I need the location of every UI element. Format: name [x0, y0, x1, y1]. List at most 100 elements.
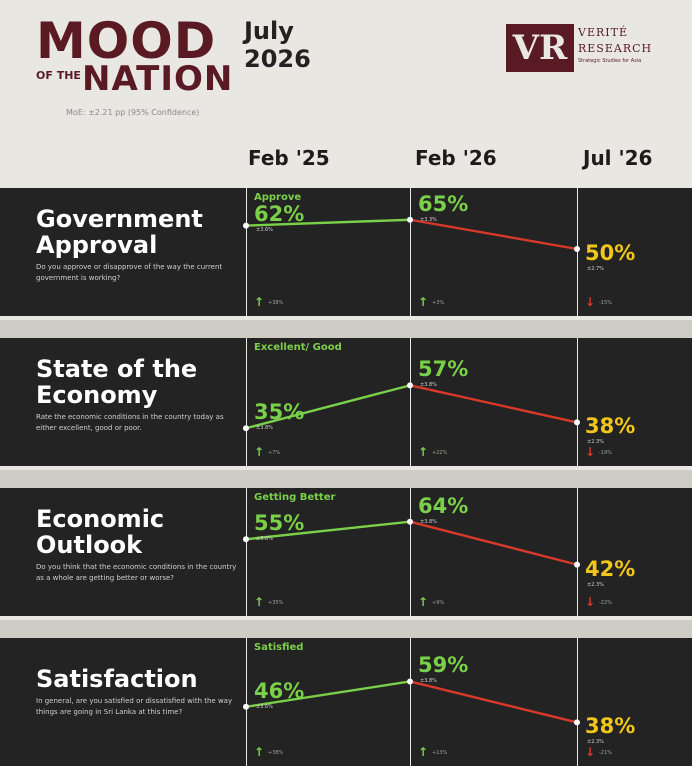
value-label: 65%	[418, 191, 469, 216]
column-divider	[246, 188, 247, 316]
arrow-up-icon: ↑	[418, 445, 429, 459]
panel-title-line: Economic	[36, 505, 165, 533]
trend-segment-falling	[409, 384, 578, 424]
panel-title: Economic Outlook	[36, 506, 164, 558]
column-divider	[410, 638, 411, 766]
year-label: 2026	[244, 45, 311, 73]
change-label: -19%	[599, 450, 612, 456]
change-label: +9%	[432, 600, 445, 606]
panel-title-line: Economy	[36, 381, 158, 409]
data-point	[243, 222, 249, 229]
data-point	[574, 561, 580, 568]
arrow-up-icon: ↑	[418, 595, 429, 609]
header: MOOD OF THE NATION July 2026 MoE: ±2.21 …	[0, 0, 692, 186]
trend-lines	[243, 678, 580, 726]
value-label: 35%	[254, 400, 305, 425]
panel-separator	[0, 620, 692, 638]
panel-1: Government Approval Do you approve or disa…	[0, 188, 692, 316]
value-moe: ±3.8%	[256, 425, 273, 432]
trend-segment-rising	[245, 218, 411, 227]
measure-label: Getting Better	[254, 492, 336, 503]
trend-segment-falling	[409, 520, 578, 566]
value-label: 38%	[585, 414, 636, 439]
title-of-the: OF THE	[36, 69, 81, 82]
data-point	[243, 425, 249, 432]
trend-lines	[243, 518, 580, 568]
data-point	[407, 518, 413, 525]
column-divider	[577, 638, 578, 766]
data-point	[243, 703, 249, 710]
change-label: +35%	[268, 600, 284, 606]
panel-question: Do you approve or disapprove of the way …	[36, 263, 223, 282]
panel-question: Do you think that the economic condition…	[36, 563, 237, 582]
column-divider	[410, 338, 411, 466]
column-divider	[577, 188, 578, 316]
arrow-up-icon: ↑	[254, 445, 265, 459]
arrow-up-icon: ↑	[418, 745, 429, 759]
data-point	[407, 382, 413, 389]
column-header-feb26: Feb '26	[415, 146, 497, 170]
column-header-jul26: Jul '26	[583, 146, 653, 170]
change-label: +38%	[268, 750, 284, 756]
value-moe: ±3.8%	[420, 382, 437, 389]
trend-segment-rising	[245, 520, 411, 541]
value-label: 55%	[254, 511, 305, 536]
value-label: 42%	[585, 556, 636, 581]
panel-question: In general, are you satisfied or dissati…	[36, 697, 233, 716]
value-moe: ±3.6%	[256, 703, 273, 710]
trend-segment-falling	[409, 218, 578, 251]
value-moe: ±2.3%	[587, 439, 604, 446]
value-moe: ±3.6%	[256, 536, 273, 543]
value-label: 46%	[254, 678, 305, 703]
change-label: -21%	[599, 750, 612, 756]
trend-segment-falling	[409, 680, 578, 724]
panel-title-line: Government	[36, 205, 203, 233]
change-label: -22%	[599, 600, 612, 606]
panel-4: Satisfaction In general, are you satisfie…	[0, 638, 692, 766]
change-label: +7%	[268, 450, 281, 456]
value-label: 38%	[585, 714, 636, 739]
data-point	[574, 719, 580, 726]
change-label: +38%	[268, 300, 284, 306]
panel-title-line: Outlook	[36, 531, 143, 559]
data-point	[243, 536, 249, 543]
value-label: 62%	[254, 202, 305, 226]
arrow-up-icon: ↑	[254, 295, 265, 309]
panel-title: Satisfaction	[36, 666, 198, 692]
logo-tagline: Strategic Studies for Asia	[578, 58, 642, 64]
value-label: 57%	[418, 357, 469, 382]
logo-mark: VR	[512, 28, 568, 68]
value-moe: ±3.8%	[420, 678, 437, 685]
arrow-down-icon: ↓	[585, 445, 596, 459]
value-moe: ±2.7%	[587, 266, 604, 272]
trend-lines	[243, 216, 580, 252]
month-label: July	[244, 17, 294, 45]
panel-title-line: Satisfaction	[36, 665, 198, 693]
panel-3: Economic Outlook Do you think that the eco…	[0, 488, 692, 616]
column-header-feb25: Feb '25	[248, 146, 330, 170]
change-label: +13%	[432, 750, 448, 756]
value-label: 59%	[418, 653, 469, 678]
measure-label: Excellent/ Good	[254, 342, 342, 353]
panel-title-line: Approval	[36, 231, 158, 259]
panel-separator	[0, 320, 692, 338]
change-label: -15%	[599, 300, 612, 306]
logo-line2: RESEARCH	[578, 42, 653, 55]
measure-label: Satisfied	[254, 642, 304, 653]
trend-lines	[243, 382, 580, 432]
arrow-down-icon: ↓	[585, 295, 596, 309]
value-moe: ±2.3%	[587, 581, 604, 588]
column-divider	[410, 488, 411, 616]
trend-segment-rising	[245, 680, 411, 708]
value-moe: ±3.8%	[420, 518, 437, 525]
arrow-up-icon: ↑	[418, 295, 429, 309]
arrow-up-icon: ↑	[254, 745, 265, 759]
column-divider	[577, 488, 578, 616]
moe-note: MoE: ±2.21 pp (95% Confidence)	[66, 108, 200, 117]
value-moe: ±3.3%	[420, 216, 437, 223]
data-point	[407, 678, 413, 685]
trend-segment-rising	[245, 384, 411, 430]
data-point	[407, 216, 413, 223]
logo: VR	[506, 24, 574, 72]
arrow-up-icon: ↑	[254, 595, 265, 609]
